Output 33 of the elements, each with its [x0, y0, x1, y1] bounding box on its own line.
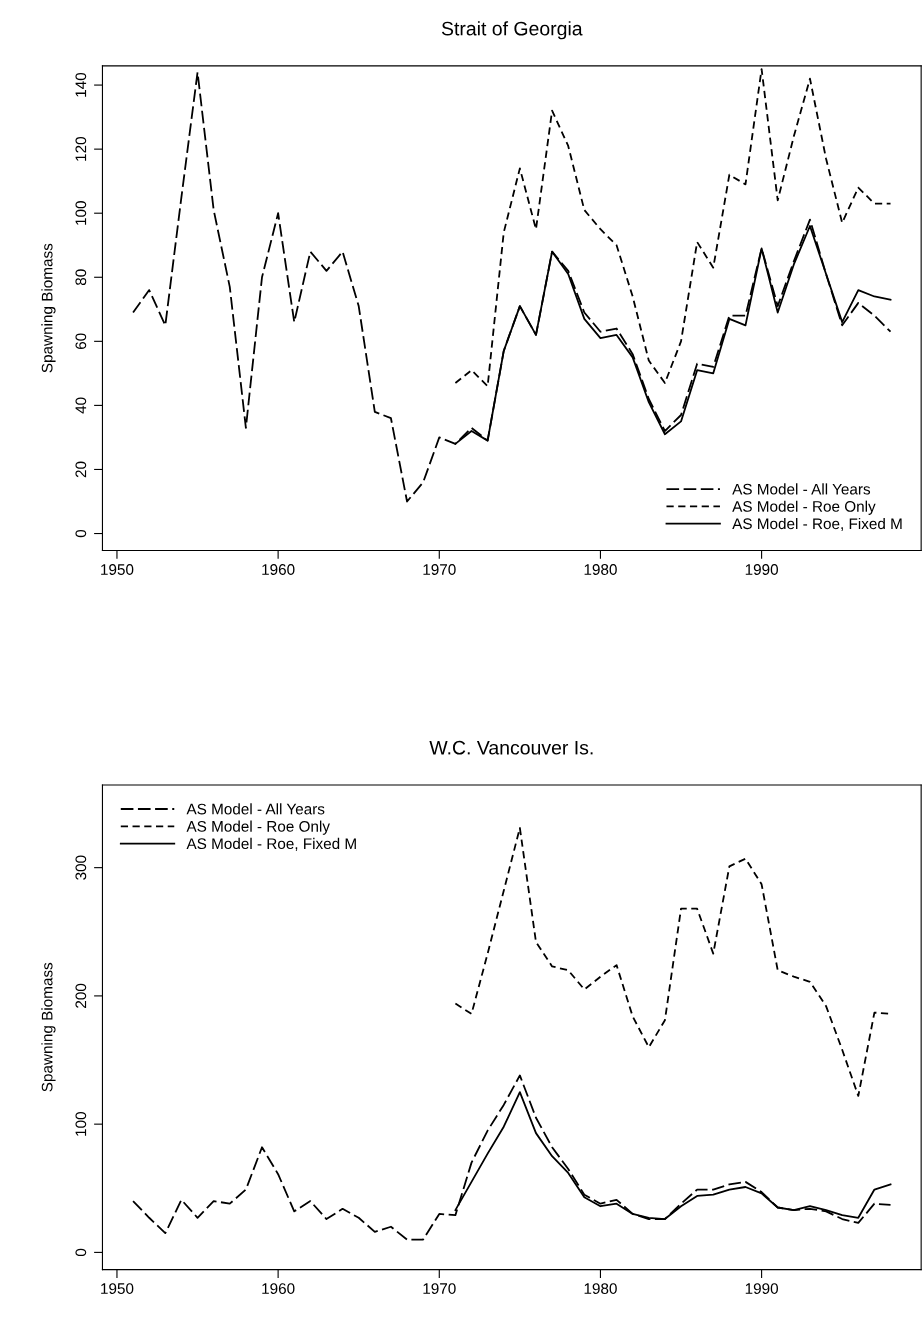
- line-series: [132, 1074, 892, 1241]
- y-tick-label: 200: [75, 983, 87, 1008]
- x-tick-label: 1950: [101, 1283, 134, 1294]
- legend-label: AS Model - All Years: [186, 803, 325, 815]
- legend-label: AS Model - All Years: [732, 483, 871, 495]
- x-tick-label: 1950: [101, 564, 134, 575]
- legend-label: AS Model - Roe, Fixed M: [732, 517, 902, 531]
- x-tick-label: 1980: [584, 564, 617, 575]
- x-tick-label: 1980: [584, 1283, 617, 1294]
- y-axis-title: Spawning Biomass: [41, 243, 56, 373]
- y-axis-title: Spawning Biomass: [41, 962, 56, 1092]
- legend-label: AS Model - Roe Only: [732, 500, 876, 515]
- x-tick-label: 1960: [262, 564, 295, 575]
- y-tick-label: 40: [75, 397, 87, 414]
- y-tick-label: 100: [75, 1112, 87, 1136]
- y-tick-label: 300: [75, 855, 87, 880]
- y-tick-label: 0: [75, 529, 87, 538]
- y-tick-label: 100: [75, 201, 87, 225]
- x-tick-label: 1970: [423, 1283, 456, 1294]
- y-tick-label: 20: [75, 461, 87, 478]
- x-tick-label: 1990: [745, 564, 778, 575]
- y-tick-label: 80: [75, 269, 87, 286]
- chart-title: Strait of Georgia: [441, 21, 583, 40]
- x-tick-label: 1970: [423, 564, 456, 575]
- chart-title: W.C. Vancouver Is.: [429, 740, 593, 755]
- x-tick-label: 1990: [745, 1283, 778, 1294]
- y-tick-label: 0: [75, 1248, 87, 1257]
- y-tick-label: 120: [75, 136, 87, 161]
- legend-label: AS Model - Roe, Fixed M: [186, 837, 356, 851]
- y-tick-label: 140: [75, 72, 87, 97]
- x-tick-label: 1960: [262, 1283, 295, 1294]
- y-tick-label: 60: [75, 333, 87, 350]
- legend-label: AS Model - Roe Only: [186, 820, 330, 835]
